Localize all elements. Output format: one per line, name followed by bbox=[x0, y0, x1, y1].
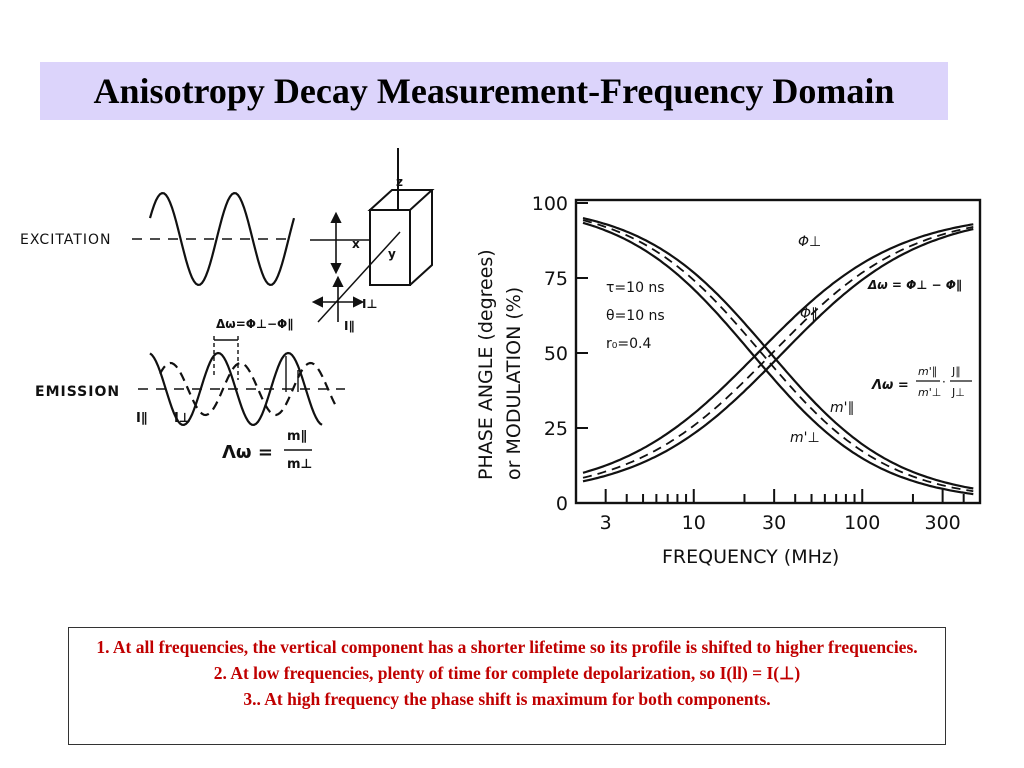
phase-curve-perp bbox=[582, 223, 974, 474]
label-m-par: m'∥ bbox=[830, 400, 855, 416]
lambda-frac2-den: J⊥ bbox=[951, 386, 965, 399]
phase-difference-curve bbox=[582, 226, 974, 479]
emission-wave-perpendicular bbox=[159, 361, 339, 417]
x-tick-label: 100 bbox=[844, 512, 880, 534]
phase-curve-par bbox=[582, 227, 974, 483]
emission-i-par-label: I∥ bbox=[136, 411, 147, 426]
emission-i-perp-label: I⊥ bbox=[174, 411, 191, 426]
notes-box: 1. At all frequencies, the vertical comp… bbox=[68, 627, 946, 745]
x-tick-label: 30 bbox=[762, 512, 786, 534]
excitation-wave bbox=[148, 191, 296, 287]
emission-wave-parallel bbox=[149, 351, 323, 427]
axis-z-label: z bbox=[396, 175, 403, 189]
label-m-perp: m'⊥ bbox=[790, 430, 820, 446]
note-2: 2. At low frequencies, plenty of time fo… bbox=[213, 663, 801, 683]
lambda-equation-symbol: Λω = bbox=[871, 378, 909, 393]
axis-y-label: y bbox=[388, 247, 396, 261]
detector-i-perp-label: I⊥ bbox=[362, 297, 377, 311]
param-tau: τ=10 ns bbox=[606, 280, 665, 296]
label-phi-par: Φ∥ bbox=[800, 306, 818, 322]
modulation-ratio-curve bbox=[582, 219, 974, 493]
lambda-dot: · bbox=[942, 375, 946, 389]
y-axis-label-line1: PHASE ANGLE (degrees) bbox=[475, 249, 497, 480]
excitation-label: EXCITATION bbox=[20, 232, 111, 248]
title-banner: Anisotropy Decay Measurement-Frequency D… bbox=[40, 62, 948, 120]
y-tick-label: 100 bbox=[532, 193, 568, 215]
note-3: 3.. At high frequency the phase shift is… bbox=[243, 689, 771, 709]
lambda-denominator: m⊥ bbox=[287, 457, 312, 472]
x-tick-label: 300 bbox=[924, 512, 960, 534]
param-theta: θ=10 ns bbox=[606, 308, 665, 324]
lambda-frac1-num: m'∥ bbox=[918, 365, 937, 378]
sample-cuvette: z x y I⊥ I∥ bbox=[310, 148, 435, 333]
y-axis-label-line2: or MODULATION (%) bbox=[503, 287, 525, 480]
lambda-frac1-den: m'⊥ bbox=[918, 386, 941, 399]
y-tick-label: 0 bbox=[556, 493, 568, 515]
y-tick-label: 50 bbox=[544, 343, 568, 365]
lambda-symbol: Λω = bbox=[222, 442, 273, 463]
x-tick-label: 3 bbox=[600, 512, 612, 534]
x-tick-label: 10 bbox=[682, 512, 706, 534]
lambda-frac2-num: J∥ bbox=[951, 365, 961, 378]
detector-i-par-label: I∥ bbox=[344, 319, 354, 333]
frequency-chart: 100 75 50 25 0 3 10 30 100 300 PHASE ANGLE (degr… bbox=[475, 193, 982, 568]
delta-formula: Δω=Φ⊥−Φ∥ bbox=[216, 317, 293, 331]
plot-frame bbox=[574, 198, 982, 505]
polarization-diagram: EXCITATION EMISSION I∥ I⊥ Δω=Φ⊥−Φ∥ Λω = … bbox=[20, 148, 435, 472]
curves bbox=[582, 217, 974, 496]
param-r0: r₀=0.4 bbox=[606, 336, 651, 352]
emission-label: EMISSION bbox=[35, 384, 120, 400]
y-tick-label: 25 bbox=[544, 418, 568, 440]
label-phi-perp: Φ⊥ bbox=[798, 234, 821, 250]
note-1: 1. At all frequencies, the vertical comp… bbox=[96, 637, 918, 657]
lambda-numerator: m∥ bbox=[287, 429, 307, 444]
delta-equation: Δω = Φ⊥ − Φ∥ bbox=[867, 278, 962, 292]
axis-x-label: x bbox=[352, 237, 360, 251]
modulation-curve-par bbox=[582, 217, 974, 490]
page-title: Anisotropy Decay Measurement-Frequency D… bbox=[93, 71, 895, 111]
y-ticks: 100 75 50 25 0 bbox=[532, 193, 588, 515]
x-axis-label: FREQUENCY (MHz) bbox=[662, 546, 839, 568]
x-ticks: 3 10 30 100 300 bbox=[600, 489, 965, 534]
y-tick-label: 75 bbox=[544, 268, 568, 290]
modulation-curve-perp bbox=[582, 221, 974, 496]
